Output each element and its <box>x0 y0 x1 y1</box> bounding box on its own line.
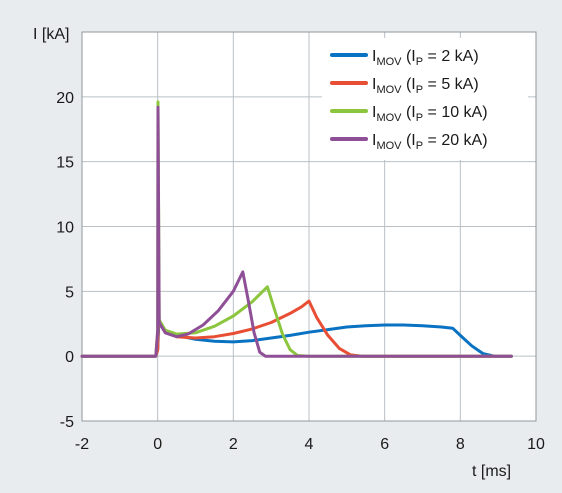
x-tick-label: 2 <box>229 436 238 453</box>
grid <box>81 31 537 422</box>
x-tick-label: 4 <box>305 436 314 453</box>
y-tick-label: 15 <box>56 155 74 172</box>
legend-label: IMOV (IP = 2 kA) <box>372 48 479 68</box>
series-lines <box>80 100 513 358</box>
tick-labels: -2 0 2 4 6 8 10 -5 0 5 10 15 20 <box>56 90 545 453</box>
y-tick-label: 10 <box>56 220 74 237</box>
x-tick-label: 0 <box>153 436 162 453</box>
legend-label: IMOV (IP = 10 kA) <box>372 104 488 124</box>
x-tick-label: 6 <box>380 436 389 453</box>
legend-label: IMOV (IP = 20 kA) <box>372 132 488 152</box>
x-tick-label: -2 <box>75 436 89 453</box>
legend-label: IMOV (IP = 5 kA) <box>372 76 479 96</box>
x-axis-label: t [ms] <box>472 463 511 480</box>
y-tick-label: 0 <box>65 349 74 366</box>
x-tick-label: 10 <box>527 436 545 453</box>
y-tick-label: 5 <box>65 284 74 301</box>
x-tick-label: 8 <box>456 436 465 453</box>
series-line-4 <box>80 105 513 358</box>
y-axis-label: I [kA] <box>33 26 69 43</box>
y-tick-label: 20 <box>56 90 74 107</box>
plot-frame <box>81 31 537 422</box>
y-tick-label: -5 <box>60 414 74 431</box>
legend: IMOV (IP = 2 kA) IMOV (IP = 5 kA) IMOV (IP… <box>322 38 528 160</box>
